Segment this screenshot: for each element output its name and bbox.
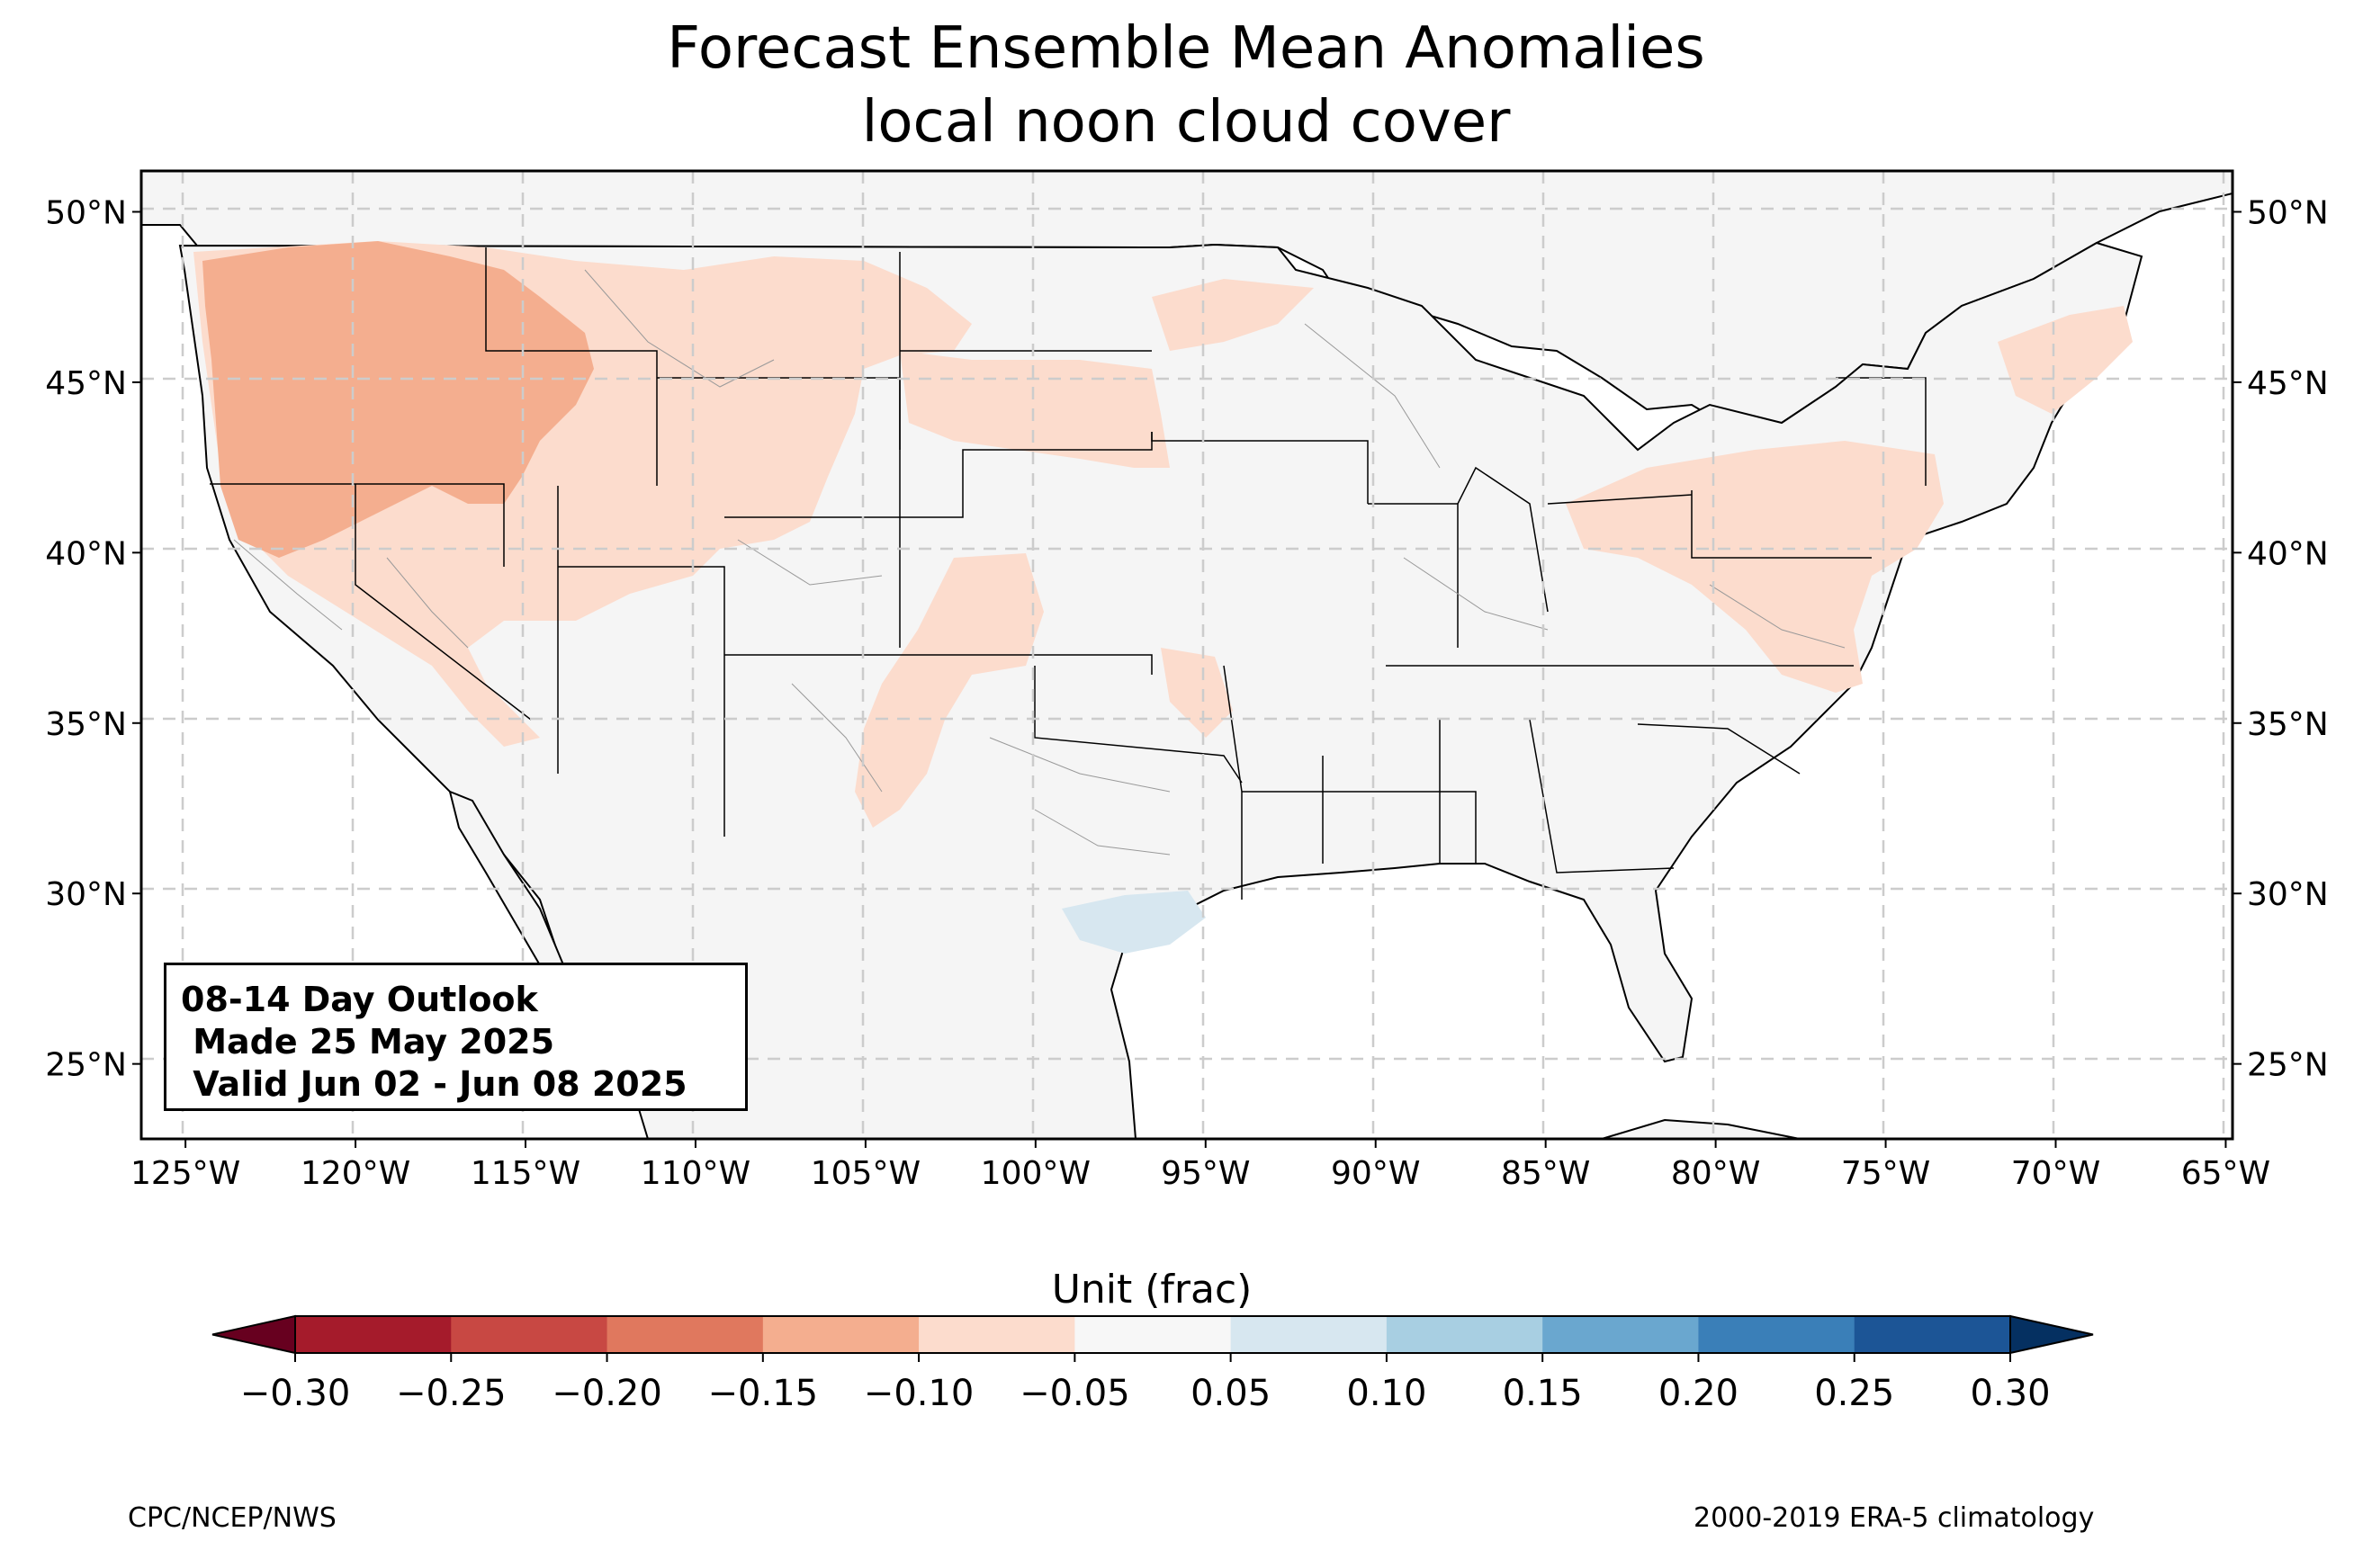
lon-tick-label: 120°W [301,1155,410,1192]
colorbar-tick-label: 0.15 [1503,1373,1583,1414]
map-title: Forecast Ensemble Mean Anomalies [667,15,1705,82]
colorbar-title: Unit (frac) [1052,1267,1253,1313]
latitude-labels-left: 50°N 45°N 40°N 35°N 30°N 25°N [45,194,141,1084]
colorbar-segment [1542,1316,1699,1353]
colorbar-segment [1698,1316,1855,1353]
lat-tick-label: 35°N [2247,706,2329,743]
lat-tick-label: 40°N [45,535,127,572]
anomaly-moderate-northwest [202,241,594,558]
county-borders [233,269,1846,856]
anomaly-weak-arkansas [1161,648,1233,738]
colorbar-tick-label: −0.05 [1020,1373,1130,1414]
colorbar-tick-label: −0.25 [396,1373,507,1414]
anomaly-contours [193,241,2133,954]
outlook-made-date: Made 25 May 2025 [181,1022,555,1062]
longitude-labels: 125°W 120°W 115°W 110°W 105°W 100°W 95°W 90°W 85… [130,1139,2270,1192]
colorbar-segment [919,1316,1075,1353]
colorbar-segment [1074,1316,1232,1353]
land-cuba [1601,1118,1801,1139]
outlook-valid-range: Valid Jun 02 - Jun 08 2025 [181,1064,687,1104]
lat-tick-label: 30°N [45,876,127,913]
colorbar-tick-label: 0.10 [1346,1373,1426,1414]
lon-tick-label: 85°W [1501,1155,1590,1192]
lat-tick-label: 25°N [2247,1047,2329,1084]
footer-source: CPC/NCEP/NWS [128,1502,337,1534]
lat-tick-label: 50°N [45,194,127,231]
colorbar-ticks: −0.30 −0.25 −0.20 −0.15 −0.10 −0.05 0.05 0.10 0.… [240,1353,2051,1414]
lat-tick-label: 50°N [2247,194,2329,231]
colorbar-tick-label: 0.30 [1970,1373,2050,1414]
anomaly-weak-plains-north [900,351,1170,468]
colorbar-segment [1854,1316,2011,1353]
colorbar-segment [606,1316,764,1353]
colorbar-tick-label: −0.20 [552,1373,662,1414]
colorbar-over-arrow [2009,1314,2094,1355]
colorbar-tick-label: −0.15 [708,1373,819,1414]
lat-tick-label: 35°N [45,706,127,743]
lon-tick-label: 100°W [981,1155,1091,1192]
lon-tick-label: 75°W [1841,1155,1930,1192]
colorbar-tick-label: −0.30 [240,1373,351,1414]
lat-tick-label: 25°N [45,1047,127,1084]
lat-tick-label: 30°N [2247,876,2329,913]
footer-climatology: 2000-2019 ERA-5 climatology [1694,1502,2095,1534]
colorbar-tick-label: −0.10 [864,1373,975,1414]
colorbar-tick-label: 0.05 [1190,1373,1271,1414]
anomaly-weak-plains-south [855,553,1044,828]
latitude-labels-right: 50°N 45°N 40°N 35°N 30°N 25°N [2233,194,2329,1084]
colorbar-under-arrow [211,1314,296,1355]
map-frame [139,169,2234,1141]
lat-tick-label: 45°N [2247,365,2329,402]
outlook-period: 08-14 Day Outlook [181,980,538,1019]
anomaly-weak-new-england [1998,306,2133,414]
lon-tick-label: 70°W [2011,1155,2100,1192]
lon-tick-label: 95°W [1161,1155,1250,1192]
colorbar-segment [762,1316,920,1353]
colorbar-tick-label: 0.25 [1814,1373,1894,1414]
lat-tick-label: 40°N [2247,535,2329,572]
anomaly-positive-texas [1062,891,1206,954]
lon-tick-label: 65°W [2181,1155,2270,1192]
state-borders [210,247,1927,900]
lon-tick-label: 80°W [1671,1155,1760,1192]
lat-tick-label: 45°N [45,365,127,402]
anomaly-weak-north-dakota [1152,279,1314,351]
map-subtitle: local noon cloud cover [861,89,1511,156]
lon-tick-label: 125°W [130,1155,240,1192]
colorbar-segment [1230,1316,1388,1353]
colorbar-segment [451,1316,608,1353]
outlook-info-box: 08-14 Day Outlook Made 25 May 2025 Valid… [164,963,748,1111]
lon-tick-label: 115°W [471,1155,580,1192]
lon-tick-label: 110°W [641,1155,750,1192]
colorbar-tick-label: 0.20 [1658,1373,1739,1414]
colorbar-outline [294,1315,2011,1354]
colorbar-segment [1386,1316,1543,1353]
colorbar-segment [295,1316,452,1353]
colorbar: Unit (frac) −0.30 −0.25 −0.20 −0.15 −0.10 −0.… [211,1267,2094,1414]
colorbar-segments [295,1316,2011,1353]
lon-tick-label: 105°W [811,1155,921,1192]
anomaly-weak-northeast [1566,441,1944,693]
lon-tick-label: 90°W [1331,1155,1420,1192]
